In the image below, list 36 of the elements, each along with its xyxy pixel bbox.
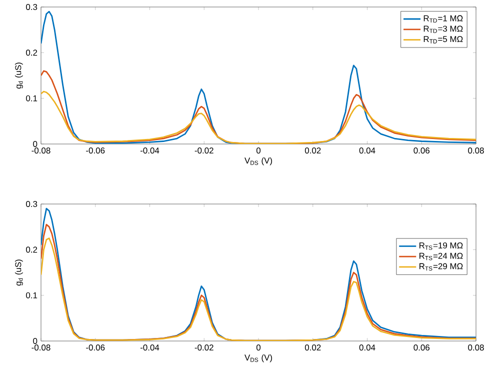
x-axis-title: V$_{DS}$ (V) [244,354,272,362]
x-tick-label: -0.06 [86,148,105,154]
x-tick-label: 0.04 [359,148,376,154]
x-tick-label: 0 [256,344,261,351]
x-tick-label: -0.08 [32,344,50,351]
x-tick-label: -0.04 [140,344,160,351]
y-tick-label: 0.2 [26,50,38,56]
legend-label: R$_{TD}$=1 MΩ [424,15,463,23]
y-tick-label: 0.3 [26,201,38,207]
y-tick-label: 0 [33,141,38,147]
x-tick-label: 0 [256,148,261,154]
x-tick-label: -0.06 [86,344,105,351]
x-tick-label: 0.08 [468,344,484,351]
y-tick-label: 0 [33,338,38,344]
y-tick-label: 0.1 [26,292,38,298]
legend-label: R$_{TD}$=5 MΩ [424,36,463,44]
legend-label: R$_{TS}$=24 MΩ [420,252,463,260]
legend-label: R$_{TS}$=29 MΩ [420,263,463,271]
x-axis-title: V$_{DS}$ (V) [244,157,272,166]
x-tick-label: 0.08 [468,148,484,154]
legend-label: R$_{TD}$=3 MΩ [424,26,463,33]
x-tick-label: 0.04 [359,344,376,351]
y-tick-label: 0.1 [26,95,38,102]
y-axis-title: g$_{d}$ (uS) [14,260,23,286]
y-axis-title: g$_{d}$ (uS) [14,62,23,89]
x-tick-label: -0.02 [194,148,214,154]
legend-label: R$_{TS}$=19 MΩ [420,242,463,250]
y-tick-label: 0.2 [26,246,38,253]
x-tick-label: 0.02 [304,148,321,154]
x-tick-label: 0.02 [304,344,321,351]
x-tick-label: -0.08 [32,148,50,154]
x-tick-label: 0.06 [414,344,430,351]
x-tick-label: 0.06 [414,148,430,154]
x-tick-label: -0.04 [140,148,160,154]
x-tick-label: -0.02 [194,344,214,351]
y-tick-label: 0.3 [26,4,38,10]
